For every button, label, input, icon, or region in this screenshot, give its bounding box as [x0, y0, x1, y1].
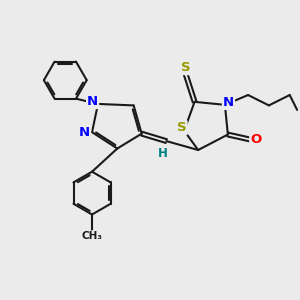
Text: S: S — [181, 61, 190, 74]
Text: O: O — [250, 133, 261, 146]
Text: N: N — [223, 96, 234, 109]
Text: CH₃: CH₃ — [82, 231, 103, 241]
Text: N: N — [87, 95, 98, 108]
Text: H: H — [158, 147, 168, 160]
Text: N: N — [79, 126, 90, 139]
Text: S: S — [177, 121, 187, 134]
